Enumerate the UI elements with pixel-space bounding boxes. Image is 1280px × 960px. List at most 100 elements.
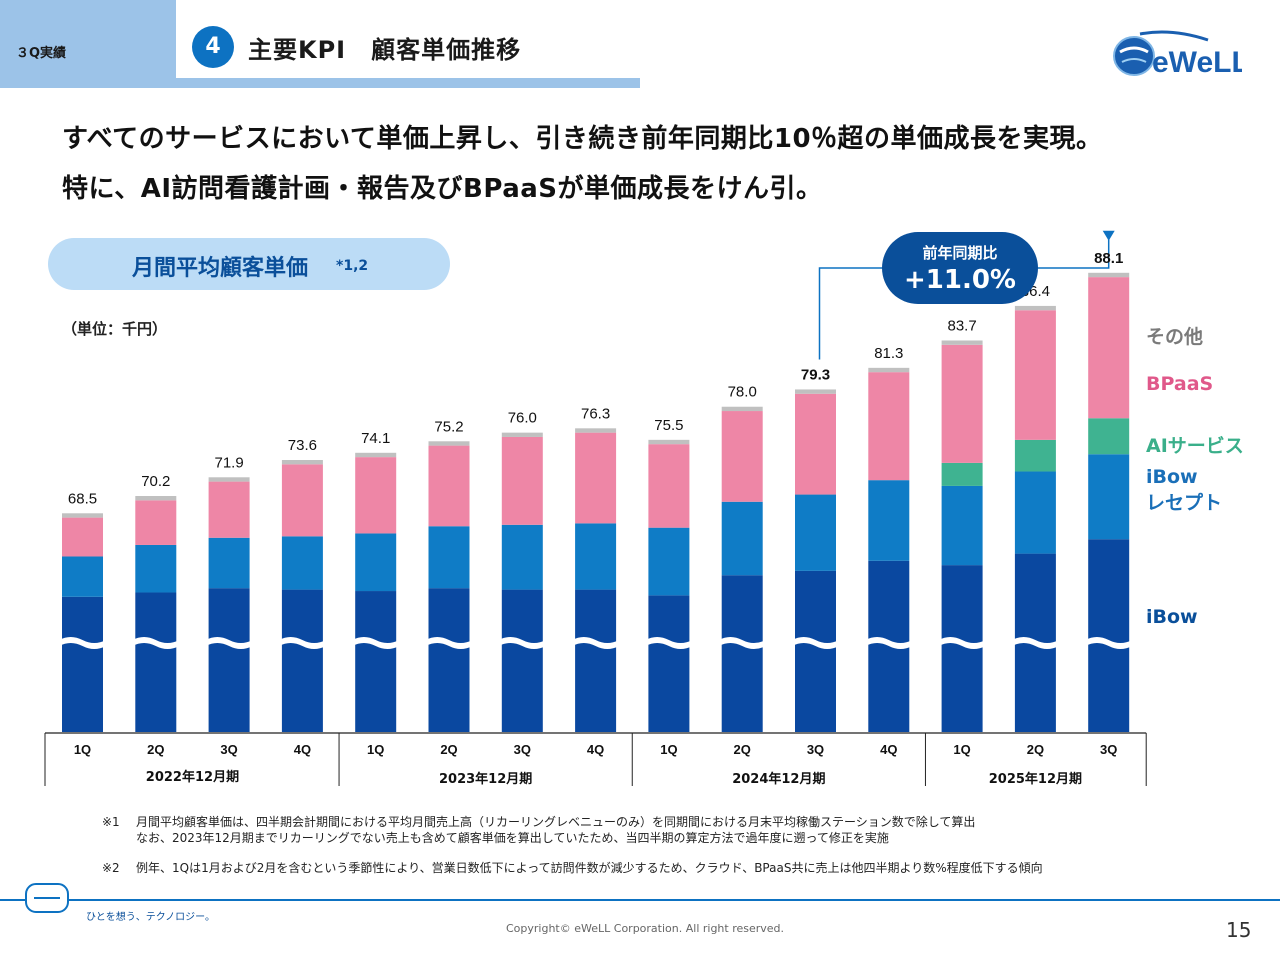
bar-segment-BPaaS — [501, 436, 543, 525]
bar-segment-BPaaS — [1088, 277, 1130, 419]
section-number-badge: 4 — [192, 26, 234, 68]
bar-total-label: 88.1 — [1094, 250, 1123, 267]
legend-ibow-receipt: iBow レセプト — [1146, 464, 1222, 516]
group-label: 2024年12月期 — [732, 771, 825, 787]
bar-total-label: 76.0 — [508, 410, 537, 427]
bar-total-label: 71.9 — [214, 454, 243, 471]
category-label: 2Q — [1027, 742, 1044, 757]
bar-segment-iBow — [135, 592, 177, 732]
footer-tagline: ひとを想う、テクノロジー。 — [86, 912, 215, 923]
bar-segment-iBowレセプト — [208, 537, 250, 589]
logo-wordmark: eWeLL — [1152, 46, 1242, 78]
bar-segment-その他 — [721, 406, 763, 412]
category-label: 1Q — [660, 742, 677, 757]
headline-line-1: すべてのサービスにおいて単価上昇し、引き続き前年同期比10％超の単価成長を実現。 — [62, 124, 1103, 154]
category-label: 4Q — [294, 742, 311, 757]
bar-segment-その他 — [1088, 272, 1130, 278]
bar-segment-iBowレセプト — [721, 501, 763, 576]
yoy-value: +11.0% — [904, 265, 1016, 295]
category-label: 1Q — [367, 742, 384, 757]
bar-segment-iBow — [62, 596, 103, 732]
bar-segment-iBow — [355, 591, 397, 732]
legend-bpaas: BPaaS — [1146, 373, 1214, 395]
axis-break-mark — [1011, 637, 1059, 649]
axis-break-mark — [205, 637, 253, 649]
bar-segment-その他 — [62, 513, 103, 518]
group-label: 2023年12月期 — [439, 771, 532, 787]
footnote-1-line-1: 月間平均顧客単価は、四半期会計期間における平均月間売上高（リカーリングレベニュー… — [136, 815, 976, 829]
copyright: Copyright© eWeLL Corporation. All right … — [506, 922, 785, 935]
bar-segment-iBow — [1088, 539, 1130, 732]
bar-segment-その他 — [208, 477, 250, 482]
bar-segment-BPaaS — [648, 444, 690, 528]
footnote-1-mark: ※1 — [102, 815, 120, 829]
category-label: 2Q — [147, 742, 164, 757]
legend-receipt-line-1: iBow — [1146, 466, 1198, 488]
bar-total-label: 75.2 — [434, 418, 463, 435]
category-label: 2Q — [440, 742, 457, 757]
bar-segment-BPaaS — [721, 411, 763, 502]
bar-segment-iBowレセプト — [62, 556, 103, 597]
category-label: 1Q — [74, 742, 91, 757]
category-label: 3Q — [1100, 742, 1117, 757]
bar-segment-iBow — [648, 595, 690, 732]
headline-line-2: 特に、AI訪問看護計画・報告及びBPaaSが単価成長をけん引。 — [62, 174, 823, 204]
footnote-1: ※1 月間平均顧客単価は、四半期会計期間における平均月間売上高（リカーリングレベニ… — [102, 814, 975, 846]
bar-total-label: 68.5 — [68, 490, 97, 507]
chart-title-pill: 月間平均顧客単価 *1,2 — [48, 238, 450, 290]
bar-segment-iBowレセプト — [135, 544, 177, 593]
footnote-2-mark: ※2 — [102, 861, 120, 875]
bar-total-label: 75.5 — [654, 417, 683, 434]
category-label: 4Q — [880, 742, 897, 757]
bar-segment-iBowレセプト — [575, 523, 617, 590]
bar-segment-その他 — [281, 460, 323, 465]
bar-total-label: 73.6 — [288, 437, 317, 454]
yoy-callout: 前年同期比 +11.0% — [882, 232, 1038, 304]
bar-total-label: 81.3 — [874, 345, 903, 362]
bar-total-label: 74.1 — [361, 430, 390, 447]
bar-segment-BPaaS — [795, 393, 836, 495]
footer-decoration — [0, 883, 1280, 913]
bar-segment-iBow — [795, 570, 836, 732]
category-axis: 1Q 2Q 3Q 4Q 1Q 2Q 3Q 4Q 1Q 2Q 3Q 4Q 1Q 2Q 3Q 2022年12月期 2… — [44, 732, 1147, 787]
bar-segment-iBowレセプト — [1088, 454, 1130, 540]
bar-segment-BPaaS — [868, 372, 910, 481]
yoy-arrowhead — [1102, 230, 1115, 241]
bar-segment-iBow — [208, 588, 250, 732]
axis-break-mark — [132, 637, 180, 649]
bar-segment-BPaaS — [428, 445, 470, 527]
bar-segment-その他 — [941, 340, 983, 345]
legend-ibow: iBow — [1146, 606, 1198, 628]
chart-title-note: *1,2 — [336, 258, 369, 274]
yoy-label: 前年同期比 — [922, 244, 998, 262]
footnote-1-line-2: なお、2023年12月期までリカーリングでない売上も含めて顧客単価を算出していた… — [136, 831, 889, 845]
bar-total-label: 83.7 — [947, 317, 976, 334]
category-label: 3Q — [807, 742, 824, 757]
bar-segment-BPaaS — [941, 344, 983, 463]
bar-segment-iBowレセプト — [1014, 471, 1056, 554]
page-number: 15 — [1226, 918, 1252, 942]
legend-ai-service: AIサービス — [1146, 435, 1244, 457]
axis-break-mark — [498, 637, 546, 649]
bar-segment-BPaaS — [208, 481, 250, 538]
bar-segment-AIサービス — [1014, 439, 1056, 472]
bar-segment-BPaaS — [281, 464, 323, 537]
bars-layer: 68.5 70.2 71.9 73.6 74.1 75.2 76.0 76.3 75.5 78.0… — [59, 250, 1133, 732]
bar-total-label: 70.2 — [141, 473, 170, 490]
bar-segment-その他 — [355, 452, 397, 458]
axis-break-mark — [938, 637, 986, 649]
axis-break-mark — [865, 637, 913, 649]
axis-break-mark — [645, 637, 693, 649]
legend-other: その他 — [1146, 326, 1204, 348]
axis-break-mark — [352, 637, 400, 649]
bar-segment-その他 — [428, 441, 470, 446]
bar-segment-iBowレセプト — [868, 480, 910, 561]
bar-segment-iBowレセプト — [648, 527, 690, 596]
axis-break-mark — [1085, 637, 1133, 649]
bar-segment-BPaaS — [62, 517, 103, 557]
page-title: 主要KPI 顧客単価推移 — [248, 36, 522, 64]
bar-segment-AIサービス — [941, 462, 983, 486]
category-label: 1Q — [953, 742, 970, 757]
bar-segment-iBowレセプト — [941, 485, 983, 566]
